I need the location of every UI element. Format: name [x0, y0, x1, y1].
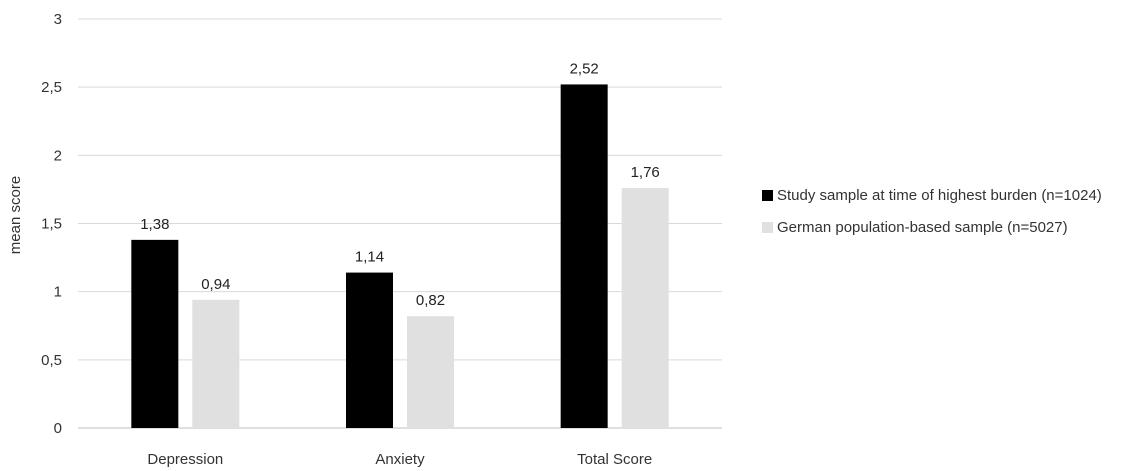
- x-tick-label-0: Depression: [147, 451, 223, 468]
- y-tick-label-5: 2,5: [41, 79, 62, 96]
- bar-study-1: [346, 272, 393, 428]
- y-tick-label-4: 2: [54, 147, 62, 164]
- y-tick-label-0: 0: [54, 420, 62, 437]
- data-label-population-2: 1,76: [631, 164, 660, 181]
- y-tick-label-3: 1,5: [41, 216, 62, 233]
- legend-label-population-sample: German population-based sample (n=5027): [777, 219, 1068, 236]
- bar-population-2: [621, 188, 669, 428]
- legend-swatch-population-sample: [762, 222, 773, 233]
- y-axis-label: mean score: [7, 176, 24, 254]
- bar-population-1: [407, 316, 454, 428]
- data-label-study-0: 1,38: [140, 216, 169, 233]
- bar-study-0: [131, 239, 179, 428]
- data-label-study-2: 2,52: [570, 60, 599, 77]
- gridlines: [78, 18, 722, 429]
- data-label-population-1: 0,82: [416, 292, 445, 309]
- x-tick-label-1: Anxiety: [375, 451, 425, 468]
- legend-item-study-sample: Study sample at time of highest burden (…: [762, 186, 1142, 206]
- y-axis-ticks: 0 0,5 1 1,5 2 2,5 3: [41, 11, 62, 437]
- data-labels: 1,38 0,94 1,14 0,82 2,52 1,76: [140, 60, 660, 309]
- legend-label-study-sample: Study sample at time of highest burden (…: [777, 187, 1102, 204]
- bar-study-2: [560, 84, 608, 428]
- x-tick-label-2: Total Score: [577, 451, 652, 468]
- legend-swatch-study-sample: [762, 190, 773, 201]
- data-label-study-1: 1,14: [355, 249, 384, 266]
- data-label-population-0: 0,94: [201, 276, 230, 293]
- y-tick-label-2: 1: [54, 284, 62, 301]
- y-tick-label-1: 0,5: [41, 352, 62, 369]
- legend: Study sample at time of highest burden (…: [762, 186, 1142, 250]
- y-tick-label-6: 3: [54, 11, 62, 28]
- bar-population-0: [192, 299, 240, 428]
- legend-item-population-sample: German population-based sample (n=5027): [762, 218, 1142, 238]
- bars: [131, 84, 669, 428]
- x-axis-ticks: Depression Anxiety Total Score: [147, 451, 652, 468]
